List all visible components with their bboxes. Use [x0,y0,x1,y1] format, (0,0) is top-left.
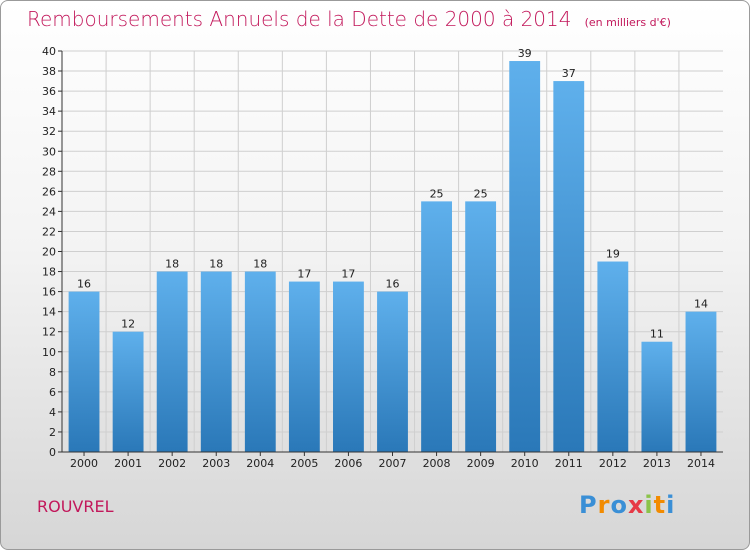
logo-letter: r [597,491,611,519]
y-tick-label: 24 [42,205,56,218]
x-tick-label-2005: 2005 [290,457,318,470]
data-label-2004: 18 [253,258,267,271]
data-label-2000: 16 [77,278,91,291]
bar-2014 [685,311,717,452]
y-tick-label: 40 [42,45,56,58]
x-tick-label-2012: 2012 [599,457,627,470]
bar-2008 [421,201,452,452]
x-tick-label-2003: 2003 [202,457,230,470]
y-tick-label: 30 [42,145,56,158]
y-tick-label: 8 [49,366,56,379]
data-label-2006: 17 [341,268,355,281]
data-labels: 16 12 18 18 18 17 17 16 25 25 39 37 19 11 14 [77,47,708,341]
bar-2003 [200,271,232,452]
y-tick-label: 10 [42,346,56,359]
bar-2006 [333,281,364,452]
chart-title: Remboursements Annuels de la Dette de 20… [27,7,572,31]
y-tick-label: 32 [42,125,56,138]
data-label-2009: 25 [474,187,488,200]
x-tick-label-2009: 2009 [467,457,495,470]
x-tick-label-2014: 2014 [687,457,715,470]
y-tick-label: 34 [42,105,56,118]
bars [68,61,717,453]
bar-2002 [156,271,188,452]
logo-letter: o [610,491,628,519]
bar-2007 [377,291,408,452]
bar-2001 [112,331,144,452]
y-tick-label: 4 [49,406,56,419]
x-tick-label-2001: 2001 [114,457,142,470]
data-label-2012: 19 [606,248,620,261]
x-tick-label-2004: 2004 [246,457,274,470]
logo-letter: x [627,491,645,519]
y-tick-label: 28 [42,165,56,178]
logo-letter: i [666,491,676,519]
bar-2000 [68,291,100,452]
bar-2005 [288,281,320,452]
y-tick-label: 14 [42,306,56,319]
logo-letter: P [579,491,598,519]
y-tick-label: 20 [42,246,56,259]
data-label-2001: 12 [121,318,135,331]
x-tick-label-2006: 2006 [334,457,362,470]
chart-subtitle: (en milliers d'€) [584,16,671,29]
title-row: Remboursements Annuels de la Dette de 20… [27,7,671,31]
axes: 0246810121416182022242628303234363840200… [42,45,723,470]
data-label-2007: 16 [386,278,400,291]
y-tick-label: 26 [42,185,56,198]
data-label-2010: 39 [518,47,532,60]
bar-2011 [553,81,585,452]
x-tick-label-2002: 2002 [158,457,186,470]
y-tick-label: 6 [49,386,56,399]
logo-letter: i [644,491,654,519]
x-tick-label-2011: 2011 [555,457,583,470]
y-tick-label: 22 [42,225,56,238]
data-label-2011: 37 [562,67,576,80]
data-label-2002: 18 [165,258,179,271]
x-tick-label-2007: 2007 [379,457,407,470]
logo-letter: t [653,491,667,519]
x-tick-label-2008: 2008 [423,457,451,470]
y-tick-label: 38 [42,65,56,78]
bar-2004 [244,271,276,452]
proxiti-logo: Proxiti [579,491,675,519]
y-tick-label: 0 [49,446,56,459]
place-name: ROUVREL [37,497,114,516]
data-label-2013: 11 [650,328,664,341]
y-tick-label: 2 [49,426,56,439]
y-tick-label: 18 [42,266,56,279]
data-label-2014: 14 [694,298,708,311]
bar-2009 [465,201,497,452]
data-label-2005: 17 [297,268,311,281]
bar-2010 [509,61,541,453]
y-tick-label: 36 [42,85,56,98]
data-label-2008: 25 [430,187,444,200]
data-label-2003: 18 [209,258,223,271]
x-tick-label-2010: 2010 [511,457,539,470]
x-tick-label-2013: 2013 [643,457,671,470]
y-tick-label: 12 [42,326,56,339]
bar-2012 [597,261,629,452]
x-tick-label-2000: 2000 [70,457,98,470]
y-tick-label: 16 [42,286,56,299]
bar-2013 [641,341,673,452]
